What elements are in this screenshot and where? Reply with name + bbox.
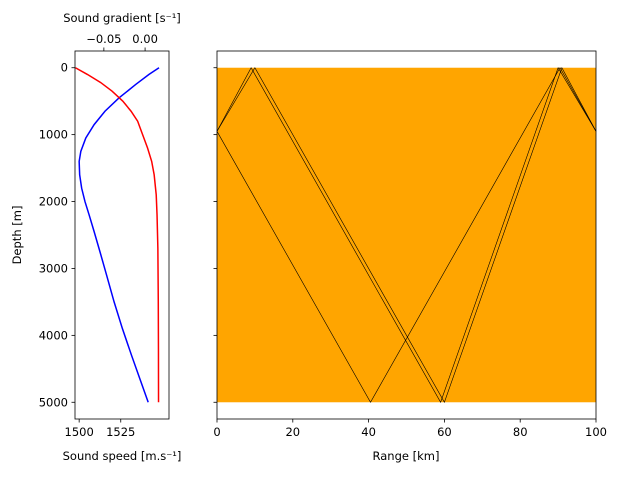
ray-path [216, 66, 597, 403]
sound-profile-panel: 1500 1525 −0.05 0.00 0 1000 2000 3000 4000 5000… [10, 11, 181, 463]
range-ticks: 0 20 40 60 80 100 [213, 419, 607, 439]
sound-profile-plot-area [75, 67, 160, 403]
depth-ticks: 0 1000 2000 3000 4000 5000 [39, 61, 75, 409]
sound-speed-tick-label: 1500 [65, 425, 94, 439]
sound-gradient-line [75, 67, 160, 403]
range-tick-label: 0 [213, 425, 220, 439]
sound-speed-line [78, 67, 160, 403]
depth-tick-label: 3000 [39, 261, 68, 275]
sound-speed-tick-label: 1525 [106, 425, 135, 439]
depth-tick-label: 4000 [39, 328, 68, 342]
depth-tick-label: 0 [61, 61, 68, 75]
ray-trace-plot-area [216, 66, 597, 403]
water-column-fill [217, 67, 596, 403]
sound-gradient-tick-label: 0.00 [132, 32, 158, 46]
range-tick-label: 40 [361, 425, 376, 439]
ray-trace-frame [216, 50, 597, 420]
ray-path [216, 67, 597, 403]
range-tick-label: 80 [513, 425, 528, 439]
depth-tick-label: 5000 [39, 395, 68, 409]
range-tick-label: 100 [585, 425, 607, 439]
sound-gradient-tick-label: −0.05 [86, 32, 121, 46]
range-tick-label: 20 [285, 425, 300, 439]
sound-gradient-ticks: −0.05 0.00 [86, 32, 158, 51]
sound-gradient-axis-label: Sound gradient [s⁻¹] [63, 11, 181, 25]
ray-trace-panel: 0 20 40 60 80 100 Range [km] [213, 50, 607, 463]
depth-tick-label: 2000 [39, 195, 68, 209]
depth-axis-label: Depth [m] [10, 206, 24, 265]
range-tick-label: 60 [437, 425, 452, 439]
sound-speed-ticks: 1500 1525 [65, 419, 135, 439]
sound-speed-axis-label: Sound speed [m.s⁻¹] [63, 449, 182, 463]
ray-trace-depth-ticks [213, 67, 217, 403]
depth-tick-label: 1000 [39, 128, 68, 142]
range-axis-label: Range [km] [373, 449, 440, 463]
sound-profile-frame [74, 50, 170, 420]
ray-path [216, 67, 597, 403]
